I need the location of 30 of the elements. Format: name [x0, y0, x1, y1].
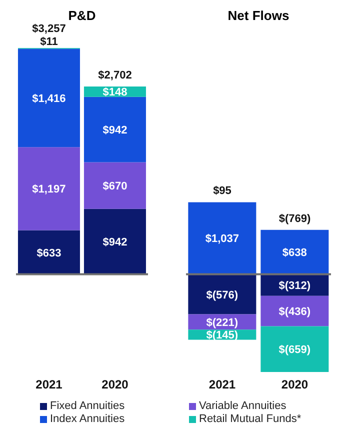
x-tick-label: 2020: [102, 378, 129, 392]
data-label: $(221): [206, 316, 238, 329]
data-label: $942: [102, 236, 128, 249]
x-tick-label: 2021: [208, 378, 236, 392]
data-label: $(312): [278, 280, 311, 292]
data-label: $633: [36, 247, 62, 260]
total-label: $95: [213, 185, 232, 198]
legend-label: Variable Annuities: [199, 400, 286, 412]
data-label: $(659): [278, 344, 311, 356]
data-label: $(436): [278, 306, 311, 318]
chart-title: Net Flows: [226, 8, 290, 23]
legend-label: Index Annuities: [50, 413, 125, 425]
x-tick-label: 2020: [281, 378, 308, 392]
data-label: $638: [282, 247, 307, 260]
total-label: $2,702: [98, 70, 132, 82]
x-tick-label: 2021: [36, 378, 63, 392]
legend-label: Fixed Annuities: [50, 400, 125, 412]
data-label: $148: [102, 86, 128, 99]
data-label: $(145): [206, 330, 238, 342]
data-label: $1,197: [32, 184, 66, 196]
data-label: $1,416: [32, 92, 66, 105]
data-label: $1,037: [205, 233, 240, 246]
data-label: $(576): [206, 289, 238, 302]
data-label: $670: [102, 180, 128, 193]
total-label: $(769): [278, 212, 311, 225]
total-label: $3,257: [32, 23, 66, 35]
legend-label: Retail Mutual Funds*: [199, 413, 302, 425]
chart-title: P&D: [67, 8, 97, 23]
data-label: $942: [102, 124, 128, 137]
data-label: $11: [40, 36, 58, 48]
